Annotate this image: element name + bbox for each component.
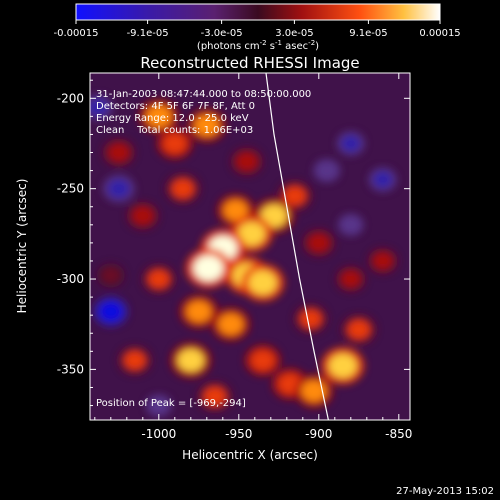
heatmap-blob (218, 313, 244, 336)
heatmap-blob (317, 162, 336, 179)
x-tick-label: -1000 (141, 427, 176, 441)
heatmap-blob (147, 269, 170, 289)
heatmap-blob (347, 319, 371, 340)
heatmap-blob (132, 206, 154, 225)
heatmap-blob (373, 252, 393, 270)
heatmap-blob (108, 179, 130, 198)
footer-date: 27-May-2013 15:02 (396, 486, 494, 497)
heatmap-blob (299, 309, 322, 329)
y-tick-label: -350 (57, 362, 84, 376)
plot-frame (89, 72, 411, 421)
axis-ticks: -1000 -950 -900 -850 -200 -250 -300 -350 (57, 73, 412, 441)
heatmap-blob (236, 152, 258, 171)
heatmap-blob (145, 105, 172, 128)
heatmap-blob (283, 186, 307, 206)
heatmap-blob (177, 348, 205, 372)
heatmap-blob (373, 171, 393, 188)
heatmap-blob (163, 133, 187, 154)
heatmap-blob (308, 233, 330, 252)
x-tick-label: -850 (385, 427, 412, 441)
annotation-time-range: 31-Jan-2003 08:47:44.000 to 08:50:00.000 (96, 89, 311, 100)
colorbar-tick-label: 0.00015 (419, 28, 460, 39)
heatmap-blob (237, 221, 266, 246)
y-tick-label: -300 (57, 272, 84, 286)
heatmap-blob (248, 270, 277, 295)
plot-area: -1000 -950 -900 -850 -200 -250 -300 -350 31-Jan… (57, 72, 412, 441)
heatmap-blob (341, 135, 361, 152)
x-axis-label: Heliocentric X (arcsec) (182, 448, 318, 462)
colorbar-tick-label: -3.0e-05 (201, 28, 243, 39)
heatmap-blob (260, 204, 288, 228)
annotation-counts: Clean Total counts: 1.06E+03 (96, 125, 253, 136)
heatmap-blob (90, 98, 108, 116)
heatmap-blob (223, 199, 248, 221)
colorbar-tick-label: 3.0e-05 (275, 28, 313, 39)
y-tick-label: -250 (57, 182, 84, 196)
heatmap-blob (101, 267, 121, 284)
heatmap-blob (251, 350, 275, 371)
heatmap-blob (186, 300, 212, 323)
heatmap-blob (150, 398, 168, 413)
x-tick-label: -900 (305, 427, 332, 441)
annotation-energy-range: Energy Range: 12.0 - 25.0 keV (96, 113, 249, 124)
heatmap-blob (193, 255, 224, 282)
colorbar-tick-label: 9.1e-05 (349, 28, 387, 39)
y-tick-label: -200 (57, 91, 84, 105)
annotation-detectors: Detectors: 4F 5F 6F 7F 8F, Att 0 (96, 101, 255, 112)
colorbar-tick-label: -9.1e-05 (127, 28, 169, 39)
heatmap-blob (99, 301, 123, 322)
heatmap-blob (123, 350, 146, 370)
heatmap (90, 94, 398, 417)
heatmap-blob (171, 178, 195, 199)
solar-limb-line (265, 73, 329, 420)
heatmap-blob (328, 353, 357, 379)
x-tick-label: -950 (225, 427, 252, 441)
annotation-block: 31-Jan-2003 08:47:44.000 to 08:50:00.000… (96, 89, 311, 136)
colorbar-gradient (75, 3, 441, 21)
heatmap-blob (342, 217, 360, 233)
y-axis-label: Heliocentric Y (arcsec) (15, 179, 29, 314)
heatmap-blob (341, 270, 361, 288)
chart-title: Reconstructed RHESSI Image (140, 54, 359, 72)
colorbar-ticks: -0.00015 -9.1e-05 -3.0e-05 3.0e-05 9.1e-05 0.… (54, 20, 461, 39)
colorbar-tick-label: -0.00015 (54, 28, 99, 39)
colorbar: -0.00015 -9.1e-05 -3.0e-05 3.0e-05 9.1e-05 0.… (54, 3, 461, 52)
heatmap-blob (194, 114, 220, 137)
peak-position-label: Position of Peak = [-969,-294] (96, 398, 246, 409)
heatmap-blob (301, 380, 327, 402)
colorbar-unit-label: (photons cm-2 s-1 asec-2) (197, 39, 319, 52)
heatmap-blob (108, 143, 130, 162)
heatmap-blob (203, 386, 227, 407)
